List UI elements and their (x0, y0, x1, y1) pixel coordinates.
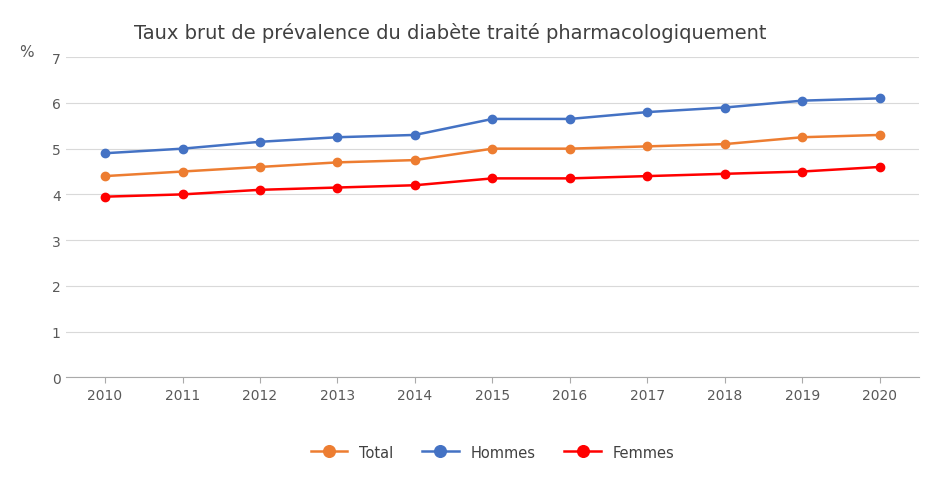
Total (409, 158, 420, 164)
Legend: Total, Hommes, Femmes: Total, Hommes, Femmes (305, 439, 680, 466)
Text: Taux brut de prévalence du diabète traité pharmacologiquement: Taux brut de prévalence du diabète trait… (134, 23, 767, 43)
Femmes (99, 195, 111, 200)
Line: Hommes: Hommes (101, 95, 884, 158)
Total (719, 142, 730, 148)
Total (487, 147, 498, 152)
Total (796, 135, 808, 141)
Total (177, 169, 188, 175)
Hommes (331, 135, 343, 141)
Hommes (99, 151, 111, 157)
Femmes (487, 176, 498, 182)
Femmes (255, 187, 266, 193)
Total (331, 160, 343, 166)
Line: Total: Total (101, 132, 884, 181)
Hommes (177, 147, 188, 152)
Femmes (409, 183, 420, 189)
Hommes (719, 106, 730, 111)
Hommes (642, 110, 653, 116)
Hommes (564, 117, 576, 122)
Femmes (796, 169, 808, 175)
Hommes (409, 133, 420, 138)
Femmes (719, 171, 730, 177)
Femmes (642, 174, 653, 180)
Total (642, 144, 653, 150)
Total (874, 133, 885, 138)
Hommes (487, 117, 498, 122)
Hommes (255, 139, 266, 145)
Total (564, 147, 576, 152)
Hommes (796, 99, 808, 105)
Total (255, 165, 266, 170)
Total (99, 174, 111, 180)
Femmes (331, 185, 343, 191)
Line: Femmes: Femmes (101, 164, 884, 201)
Hommes (874, 96, 885, 102)
Text: %: % (20, 45, 34, 60)
Femmes (874, 165, 885, 170)
Femmes (564, 176, 576, 182)
Femmes (177, 192, 188, 198)
